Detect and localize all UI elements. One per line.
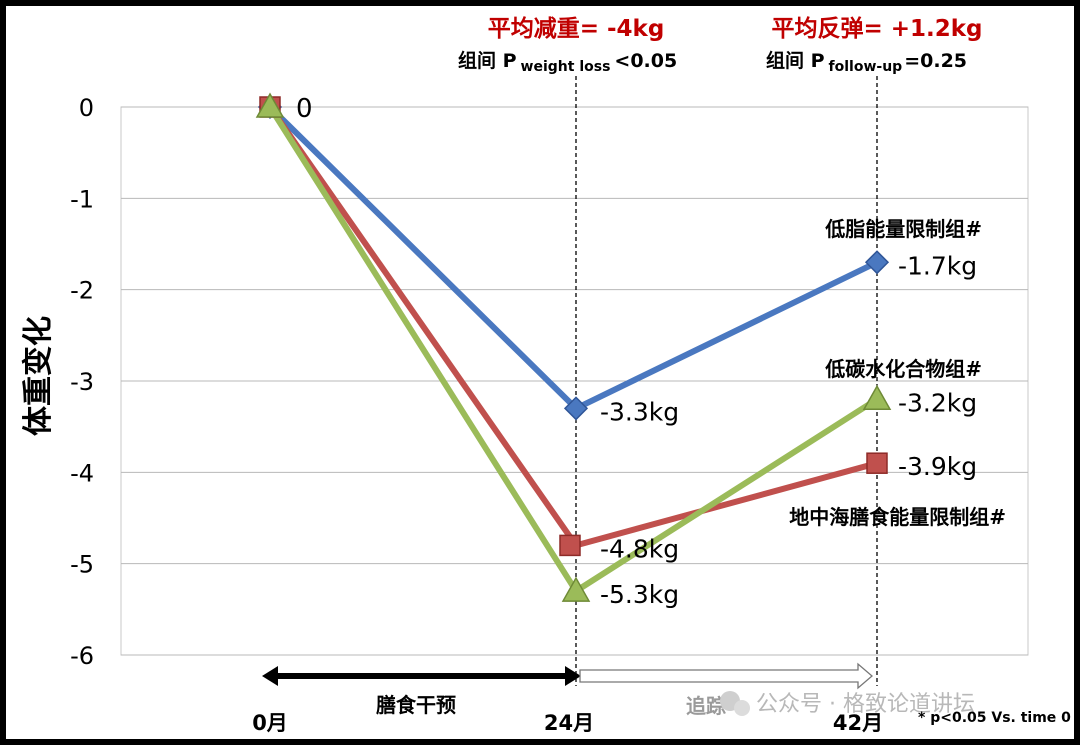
y-tick-label: -3 <box>70 368 94 396</box>
y-tick-label: -5 <box>70 551 94 579</box>
value-label-0-1: -3.3kg <box>600 397 679 426</box>
series-group: 0 -3.3kg -1.7kg -4.8kg -3.9kg -5.3kg -3.2kg 低脂能… <box>255 92 1006 609</box>
data-point-1-1 <box>559 534 581 557</box>
watermark: 公众号 · 格致论道讲坛 <box>720 691 975 717</box>
watermark-text: 公众号 · 格致论道讲坛 <box>756 692 975 717</box>
value-label-1-2: -3.9kg <box>898 452 977 481</box>
series-line-2 <box>267 105 879 595</box>
x-tick-label: 42月 <box>833 711 883 735</box>
loss-p-value: <0.05 <box>614 50 677 72</box>
data-point-2-1 <box>561 576 591 602</box>
series-line-0 <box>267 104 879 412</box>
series-line-1 <box>267 105 878 549</box>
value-label-2-1: -5.3kg <box>600 580 679 609</box>
series-name-2: 低碳水化合物组# <box>824 357 982 381</box>
y-tick-label: -1 <box>70 185 94 213</box>
data-point-2-2 <box>862 384 892 411</box>
phase-followup-label: 追踪 <box>686 694 726 718</box>
rebound-title: 平均反弹= +1.2kg <box>771 15 982 42</box>
x-tick-label: 0月 <box>252 711 288 735</box>
series-name-1: 地中海膳食能量限制组# <box>789 505 1006 529</box>
loss-p-sub: weight loss <box>521 59 611 75</box>
value-label-2-2: -3.2kg <box>898 388 977 417</box>
followup-arrow <box>579 662 873 690</box>
y-tick-label: 0 <box>79 94 94 122</box>
loss-p-prefix: 组间 P <box>458 49 517 72</box>
rebound-p-sub: follow-up <box>829 59 903 75</box>
data-point-1-2 <box>866 452 888 474</box>
y-axis-label: 体重变化 <box>21 316 56 436</box>
value-label-0-2: -1.7kg <box>898 251 977 280</box>
y-tick-label: -2 <box>70 277 94 305</box>
intervention-arrow <box>262 666 581 686</box>
rebound-p-prefix: 组间 P <box>766 49 825 72</box>
y-tick-label: -4 <box>70 459 94 487</box>
x-tick-labels: 0月 24月 42月 <box>252 711 883 735</box>
y-tick-label: -6 <box>70 642 94 670</box>
data-point-0-2 <box>864 250 890 275</box>
phase-intervention-label: 膳食干预 <box>376 693 456 717</box>
data-point-0-1 <box>563 396 589 421</box>
y-tick-labels: 0 -1 -2 -3 -4 -5 -6 <box>70 94 94 670</box>
start-value-label: 0 <box>296 94 313 124</box>
series-labels: 0 -3.3kg -1.7kg -4.8kg -3.9kg -5.3kg -3.2kg 低脂能… <box>296 94 1006 609</box>
series-markers <box>255 92 892 602</box>
series-lines <box>267 104 879 595</box>
loss-title: 平均减重= -4kg <box>488 15 665 42</box>
x-tick-label: 24月 <box>544 711 594 735</box>
footnote: * p<0.05 Vs. time 0 <box>918 710 1071 726</box>
rebound-p-value: =0.25 <box>904 50 967 72</box>
data-point-2-0 <box>255 92 285 118</box>
gridlines <box>121 106 1028 656</box>
series-name-0: 低脂能量限制组# <box>824 217 982 241</box>
value-label-1-1: -4.8kg <box>600 534 679 563</box>
